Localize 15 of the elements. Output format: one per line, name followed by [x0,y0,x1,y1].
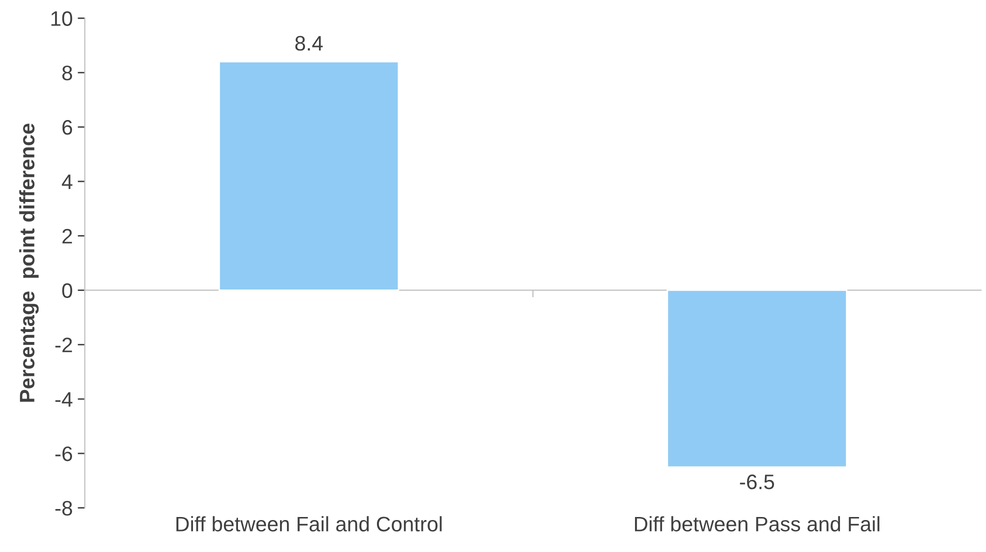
x-tick-label: Diff between Pass and Fail [634,516,880,532]
y-tick-label: 10 [51,11,72,26]
y-tick-label: 4 [62,174,72,189]
y-tick-label: -4 [55,392,72,407]
y-axis-title: Percentage point difference [19,124,39,402]
data-label: 8.4 [295,36,323,51]
y-tick-label: 8 [62,66,72,80]
y-tick-label: 6 [62,120,72,135]
y-tick-label: -6 [55,446,72,462]
y-tick-label: -8 [55,500,72,516]
x-tick-label: Diff between Fail and Control [176,516,442,532]
y-tick-label: -2 [55,338,72,352]
data-label: -6.5 [740,474,774,490]
y-tick-label: 0 [62,283,72,298]
y-tick-label: 2 [62,228,72,244]
